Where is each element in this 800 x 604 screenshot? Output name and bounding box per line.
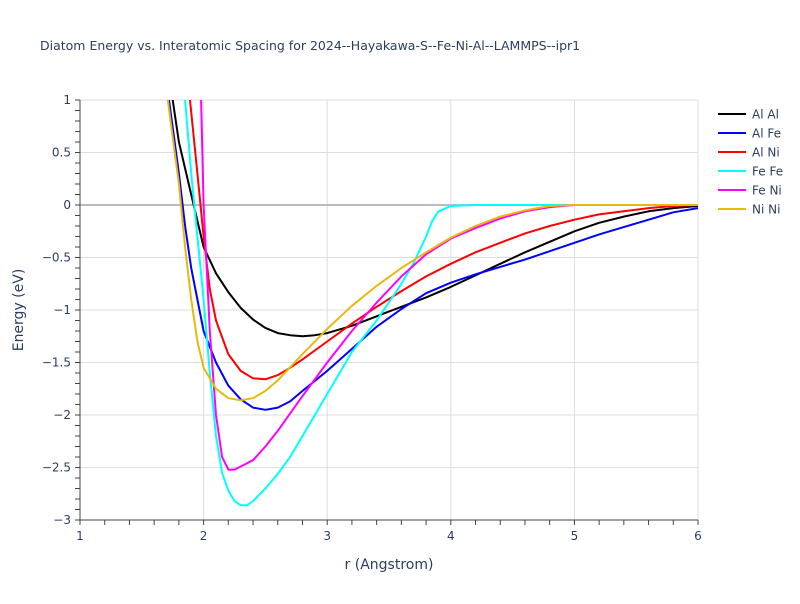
x-tick-label: 5 — [571, 529, 579, 543]
legend-label: Ni Ni — [752, 203, 780, 217]
series-line-fe-ni — [200, 100, 698, 471]
legend-label: Fe Ni — [752, 184, 782, 198]
y-tick-label: −1 — [53, 303, 71, 317]
series-line-al-fe — [167, 100, 698, 411]
x-tick-label: 1 — [76, 529, 84, 543]
chart-title: Diatom Energy vs. Interatomic Spacing fo… — [40, 38, 580, 53]
y-tick-label: −1.5 — [42, 356, 71, 370]
legend-item[interactable]: Al Ni — [718, 146, 780, 160]
legend-label: Fe Fe — [752, 165, 783, 179]
series-line-fe-fe — [184, 100, 698, 507]
y-axis-label: Energy (eV) — [11, 269, 27, 352]
x-tick-label: 4 — [447, 529, 455, 543]
y-tick-label: −3 — [53, 513, 71, 527]
y-tick-label: −0.5 — [42, 251, 71, 265]
legend-item[interactable]: Fe Ni — [718, 184, 782, 198]
x-tick-label: 3 — [323, 529, 331, 543]
legend: Al Al Al Fe Al Ni Fe Fe Fe Ni Ni Ni — [718, 108, 783, 217]
legend-label: Al Ni — [752, 146, 780, 160]
legend-label: Al Fe — [752, 127, 781, 141]
series-line-al-al — [171, 100, 698, 338]
x-tick-label: 2 — [200, 529, 208, 543]
y-tick-label: −2 — [53, 408, 71, 422]
y-tick-label: 0.5 — [52, 146, 71, 160]
series-group — [166, 100, 698, 507]
legend-item[interactable]: Fe Fe — [718, 165, 783, 179]
grid — [79, 99, 699, 521]
y-tick-label: 0 — [63, 198, 71, 212]
series-line-al-ni — [188, 100, 698, 381]
x-axis-label: r (Angstrom) — [345, 557, 434, 573]
axes: 1 2 3 4 5 6 1 0.5 0 −0.5 −1 −1.5 −2 −2.5 −3 — [42, 93, 702, 543]
y-tick-label: −2.5 — [42, 461, 71, 475]
legend-item[interactable]: Al Fe — [718, 127, 781, 141]
x-tick-label: 6 — [694, 529, 702, 543]
legend-item[interactable]: Ni Ni — [718, 203, 780, 217]
y-tick-label: 1 — [63, 93, 71, 107]
legend-item[interactable]: Al Al — [718, 108, 779, 122]
series-line-ni-ni — [166, 100, 698, 402]
legend-label: Al Al — [752, 108, 779, 122]
